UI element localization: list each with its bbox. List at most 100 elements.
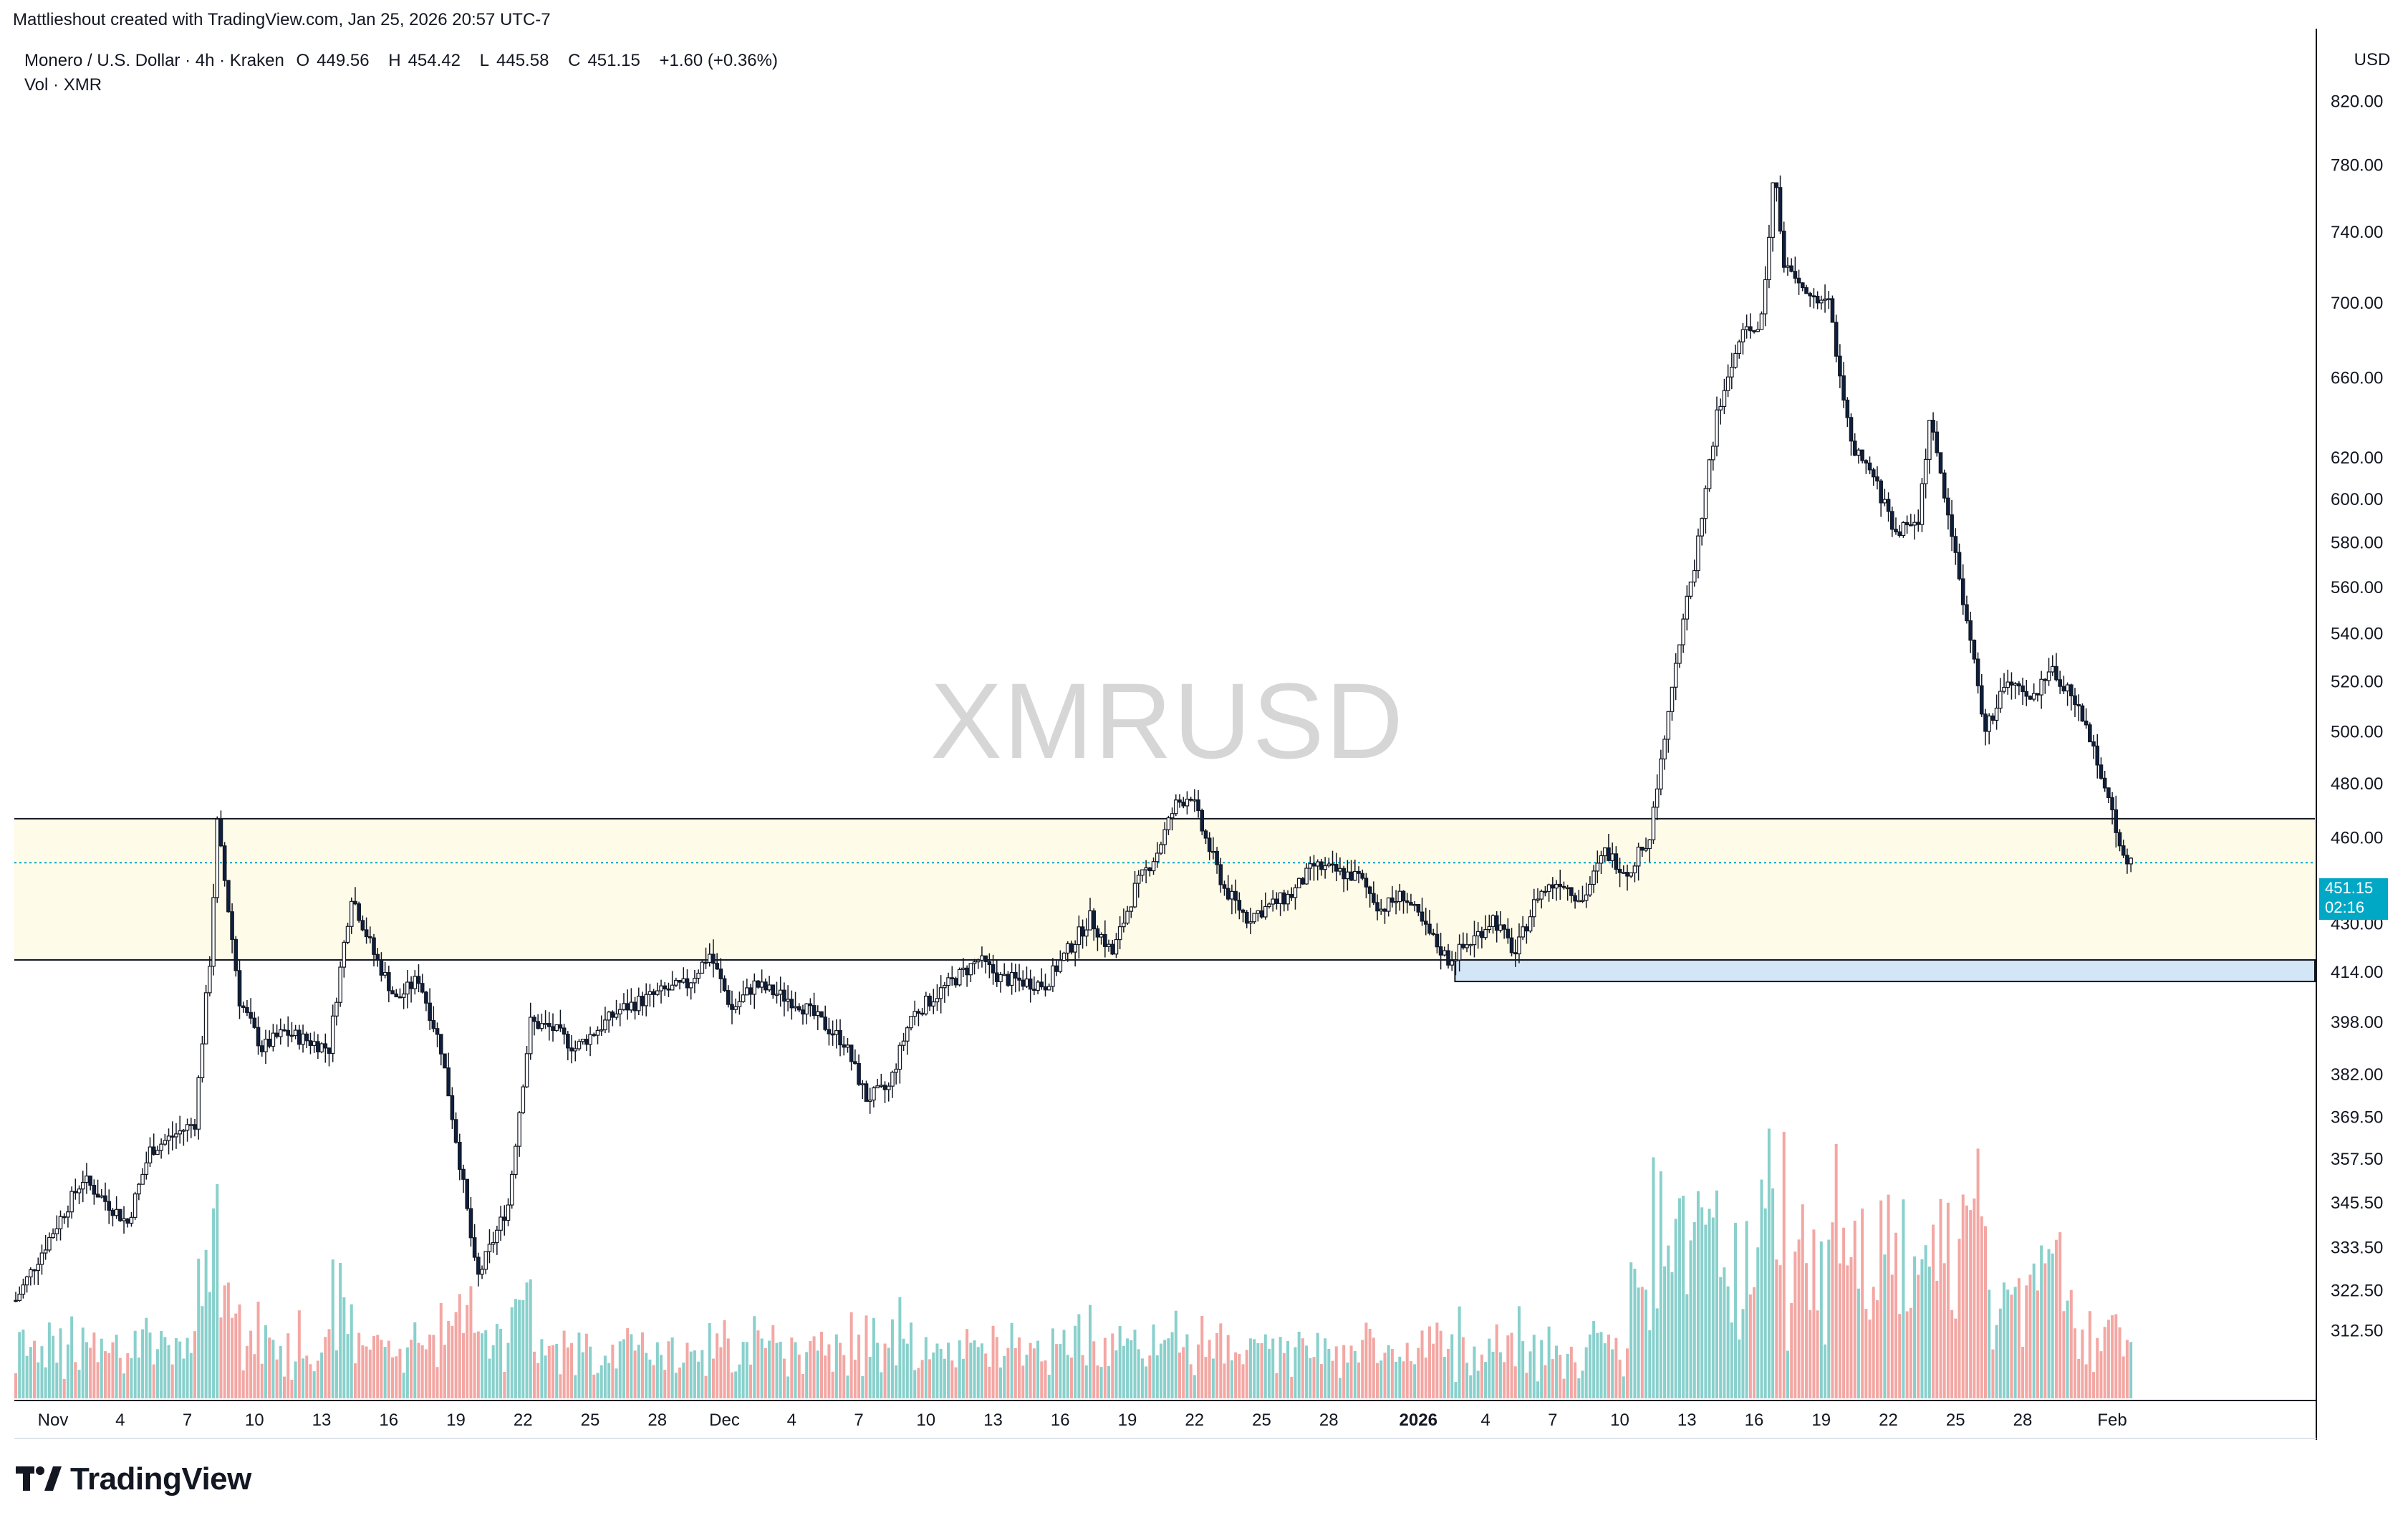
volume-bar [820, 1332, 823, 1398]
candle [849, 1044, 854, 1062]
candle [961, 967, 965, 970]
candle [1536, 898, 1540, 901]
volume-bar [305, 1355, 309, 1398]
candle [1457, 943, 1462, 961]
candle [282, 1029, 286, 1032]
candle [289, 1034, 294, 1037]
candle [237, 970, 242, 1006]
volume-bar [111, 1342, 115, 1398]
volume-bar [417, 1342, 420, 1398]
volume-bar [1685, 1294, 1689, 1398]
volume-bar [1148, 1355, 1152, 1398]
candle [1446, 950, 1450, 966]
candle [946, 977, 950, 986]
candle [103, 1195, 107, 1202]
candle [1561, 885, 1566, 888]
volume-bar [1368, 1328, 1372, 1398]
candle [1916, 522, 1921, 525]
volume-bar [895, 1365, 898, 1398]
volume-bar [1484, 1362, 1488, 1398]
candle [804, 1003, 809, 1015]
volume-bar [420, 1345, 424, 1398]
volume-bar [1353, 1351, 1357, 1398]
candle [1416, 904, 1421, 913]
candle [424, 991, 428, 1004]
volume-bar [253, 1354, 256, 1398]
volume-bar [2040, 1245, 2043, 1398]
volume-bar [245, 1345, 249, 1398]
candle [1051, 965, 1055, 987]
symbol-name[interactable]: Monero / U.S. Dollar · 4h · Kraken [24, 51, 284, 70]
volume-bar [1226, 1335, 1230, 1398]
volume-bar [320, 1353, 324, 1398]
candle [1625, 872, 1629, 877]
candle [1938, 452, 1943, 474]
volume-bar [1793, 1251, 1797, 1398]
volume-bar [1842, 1227, 1846, 1398]
candle [1688, 581, 1693, 597]
volume-bar [2054, 1239, 2058, 1398]
volume-bar [973, 1340, 976, 1398]
volume-legend[interactable]: Vol · XMR [24, 75, 102, 95]
candle [1129, 906, 1134, 912]
candle [245, 1006, 249, 1013]
candle [901, 1040, 906, 1046]
volume-bar [1193, 1375, 1196, 1398]
candle [1655, 788, 1660, 808]
candle [998, 974, 1003, 982]
volume-bar [1062, 1330, 1066, 1398]
candle [968, 963, 973, 976]
volume-bar [581, 1352, 584, 1398]
candle [502, 1216, 507, 1221]
candle [830, 1033, 835, 1036]
volume-bar [574, 1375, 577, 1398]
candle [707, 953, 712, 964]
x-tick-label: 4 [1480, 1411, 1490, 1430]
volume-bar [887, 1347, 890, 1398]
x-tick-label: Nov [38, 1411, 69, 1430]
candle [394, 993, 399, 998]
candle [931, 1001, 936, 1006]
candle [1696, 535, 1700, 572]
candle [546, 1023, 552, 1027]
candle [1315, 861, 1320, 867]
candle [193, 1124, 197, 1130]
volume-bar [555, 1343, 559, 1398]
candle [1845, 399, 1850, 418]
volume-bar [25, 1355, 29, 1398]
candle [1394, 900, 1398, 903]
candle [1610, 853, 1614, 861]
candle [1304, 868, 1309, 885]
candle [1800, 282, 1805, 289]
candle [647, 991, 652, 995]
volume-bar [1715, 1190, 1718, 1398]
candle [1435, 933, 1440, 948]
volume-bar [395, 1356, 398, 1398]
volume-bar [70, 1316, 74, 1398]
candle [85, 1176, 89, 1183]
volume-bar [1745, 1221, 1748, 1398]
volume-bar [1402, 1361, 1405, 1398]
candle [644, 994, 649, 1006]
candle [1856, 449, 1861, 456]
volume-bar [958, 1340, 961, 1398]
volume-bar [476, 1331, 480, 1398]
candle [249, 1012, 253, 1019]
candle [77, 1188, 82, 1193]
candle [29, 1269, 33, 1278]
candle [2073, 695, 2077, 706]
volume-bar [570, 1342, 574, 1398]
candle [1256, 910, 1261, 914]
candle [1073, 943, 1077, 953]
volume-bar [1036, 1340, 1040, 1398]
candle [1554, 883, 1559, 889]
candle [2091, 741, 2096, 747]
currency-label[interactable]: USD [2354, 50, 2391, 69]
volume-bar [1942, 1263, 1946, 1398]
candle [2102, 777, 2107, 789]
tradingview-logo[interactable]: TradingView [16, 1461, 251, 1497]
candle [1122, 922, 1126, 928]
volume-bar [1059, 1344, 1062, 1398]
volume-bar [2051, 1253, 2054, 1398]
